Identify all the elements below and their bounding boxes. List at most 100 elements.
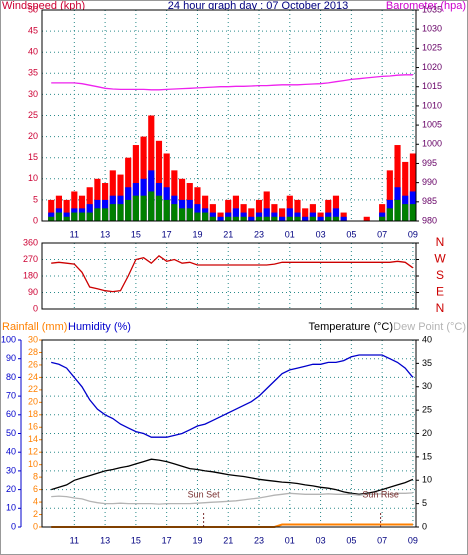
y-tick-label: 0 — [33, 215, 38, 225]
wind-bar — [94, 208, 101, 221]
wind-bar — [263, 216, 270, 221]
x-tick-label: 13 — [100, 535, 110, 545]
wind-bar — [178, 208, 186, 221]
wind-bar — [248, 216, 255, 221]
wind-bar — [294, 199, 301, 221]
wind-bar — [309, 216, 316, 221]
y-tick-label: 10 — [28, 459, 38, 469]
y-tick-label: 270 — [23, 254, 38, 264]
temperature-axis-label: Temperature (°C) — [309, 321, 393, 333]
x-tick-label: 09 — [408, 535, 418, 545]
wind-bar — [71, 212, 78, 221]
y3-tick-label: 100 — [1, 334, 16, 344]
y-tick-label: 90 — [28, 287, 38, 297]
y-tick-label: 25 — [28, 110, 38, 120]
wind-bar — [202, 212, 209, 221]
wind-bar — [163, 153, 170, 221]
y-tick-label: 12 — [28, 447, 38, 457]
wind-bar — [294, 216, 301, 221]
plot-area — [42, 340, 416, 527]
series-line — [51, 492, 413, 505]
y2-tick-label: N — [436, 301, 445, 315]
x-tick-label: 03 — [316, 229, 326, 239]
wind-bar — [232, 208, 240, 221]
y-tick-label: 30 — [28, 334, 38, 344]
y-tick-label: 35 — [28, 68, 38, 78]
y2-tick-label: E — [436, 285, 444, 299]
y2-tick-label: 15 — [422, 451, 432, 461]
wind-bar — [240, 216, 247, 221]
wind-bar — [302, 208, 309, 221]
wind-bar — [255, 216, 263, 221]
wind-bar — [248, 208, 255, 221]
wind-bar — [279, 216, 286, 221]
y-tick-label: 0 — [33, 521, 38, 531]
x-tick-label: 09 — [408, 229, 418, 239]
wind-bar — [317, 216, 324, 221]
wind-bar — [155, 140, 163, 221]
annotation-label: Sun Set — [188, 489, 221, 499]
wind-bar — [48, 199, 55, 221]
wind-bar — [63, 199, 70, 221]
y2-tick-label: 5 — [422, 498, 427, 508]
y2-tick-label: 40 — [422, 334, 432, 344]
series-line — [51, 458, 414, 495]
y3-tick-label: 80 — [6, 372, 16, 382]
annotation-label: Sun Rise — [362, 489, 399, 499]
y-tick-label: 45 — [28, 25, 38, 35]
y2-tick-label: 20 — [422, 428, 432, 438]
series-line — [51, 74, 413, 91]
wind-bar — [332, 208, 340, 221]
y3-tick-label: 20 — [6, 484, 16, 494]
wind-bar — [102, 208, 109, 221]
y-tick-label: 26 — [28, 359, 38, 369]
wind-bar — [379, 216, 386, 221]
y2-tick-label: 990 — [422, 177, 437, 187]
wind-bar — [163, 199, 170, 221]
wind-bar — [263, 208, 270, 221]
wind-bar — [48, 216, 55, 221]
wind-bar — [409, 153, 416, 221]
x-tick-label: 21 — [223, 229, 233, 239]
barometer-axis-label: Barometer (hpa) — [386, 0, 466, 12]
wind-bar — [132, 145, 139, 221]
wind-bar — [394, 199, 401, 221]
x-tick-label: 11 — [70, 535, 79, 545]
y-tick-label: 30 — [28, 89, 38, 99]
plot-frame — [41, 339, 417, 528]
y2-tick-label: 1035 — [422, 4, 442, 14]
x-tick-label: 23 — [254, 535, 264, 545]
y2-tick-label: 25 — [422, 405, 432, 415]
y3-tick-label: 70 — [6, 390, 16, 400]
y-tick-label: 2 — [33, 509, 38, 519]
y-tick-label: 4 — [33, 496, 38, 506]
y2-tick-label: 995 — [422, 158, 437, 168]
wind-bar — [155, 195, 163, 221]
dewpoint-axis-label: Dew Point (°C) — [393, 321, 466, 333]
wind-bar — [86, 212, 93, 221]
wind-bar — [409, 204, 416, 221]
y2-tick-label: 10 — [422, 475, 432, 485]
y2-tick-label: 1020 — [422, 62, 442, 72]
wind-bar — [402, 204, 409, 221]
humidity-axis-label: Humidity (%) — [68, 321, 131, 333]
wind-bar — [232, 216, 240, 221]
y2-tick-label: N — [436, 235, 445, 249]
wind-bar — [302, 216, 309, 221]
y2-tick-label: S — [436, 268, 444, 282]
wind-bar — [78, 212, 86, 221]
wind-bar — [286, 208, 293, 221]
series-line — [51, 354, 414, 438]
y-tick-label: 6 — [33, 484, 38, 494]
plot-frame — [41, 9, 417, 222]
wind-bar — [402, 161, 409, 221]
wind-bar — [255, 199, 263, 221]
x-tick-label: 23 — [254, 229, 264, 239]
wind-bar — [325, 199, 332, 221]
y2-tick-label: 35 — [422, 358, 432, 368]
wind-bar — [225, 216, 232, 221]
chart-title: 24 hour graph day : 07 October 2013 — [168, 0, 348, 12]
x-tick-label: 05 — [346, 229, 356, 239]
wind-bar — [271, 216, 278, 221]
